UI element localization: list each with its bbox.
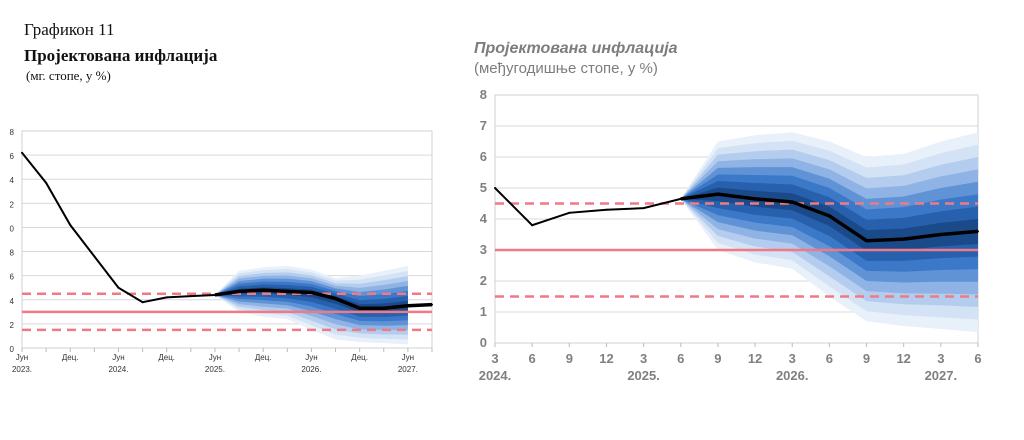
plot-frame: [21, 130, 433, 349]
data-point: [189, 295, 192, 298]
x-tick-year-label: 2024.: [479, 368, 512, 383]
x-tick-label: 3: [937, 351, 944, 366]
data-point: [939, 233, 942, 236]
y-tick-label: 0: [480, 335, 487, 350]
data-point: [286, 290, 289, 293]
x-tick-label: Јун: [402, 353, 414, 362]
x-tick-label: 3: [640, 351, 647, 366]
x-tick-label: Јун: [209, 353, 221, 362]
projection-line: [214, 288, 433, 310]
y-tick-label: 4: [480, 211, 488, 226]
y-tick-label: 0: [10, 224, 15, 233]
y-tick-label: 8: [10, 249, 15, 258]
data-point: [679, 197, 682, 200]
data-point: [45, 181, 48, 184]
x-tick-label: 3: [789, 351, 796, 366]
y-tick-label: 5: [480, 180, 487, 195]
y-tick-label: 2: [480, 273, 487, 288]
data-point: [334, 297, 337, 300]
y-tick-label: 4: [10, 297, 15, 306]
data-point: [21, 151, 23, 154]
data-point: [382, 307, 385, 310]
data-point: [141, 301, 144, 304]
x-tick-label: 6: [529, 351, 536, 366]
data-point: [791, 200, 794, 203]
y-tick-label: 2: [10, 200, 15, 209]
x-tick-year-label: 2027.: [398, 365, 418, 374]
x-tick-label: Дец.: [158, 353, 175, 362]
x-tick-label: 12: [748, 351, 762, 366]
x-tick-label: 12: [599, 351, 613, 366]
x-tick-year-label: 2023.: [12, 365, 32, 374]
data-point: [977, 230, 979, 233]
y-tick-label: 8: [10, 128, 15, 137]
y-tick-label: 3: [480, 242, 487, 257]
x-tick-label: Јун: [112, 353, 124, 362]
data-point: [213, 293, 216, 296]
data-point: [865, 239, 868, 242]
data-point: [117, 286, 120, 289]
x-tick-year-label: 2026.: [776, 368, 809, 383]
data-point: [262, 289, 265, 292]
data-point: [310, 291, 313, 294]
data-point: [406, 304, 409, 307]
x-tick-label: 9: [863, 351, 870, 366]
x-tick-label: Дец.: [62, 353, 79, 362]
x-tick-year-label: 2026.: [301, 365, 321, 374]
data-point: [716, 193, 719, 196]
data-point: [531, 224, 534, 227]
data-point: [494, 187, 496, 189]
data-point: [568, 211, 571, 214]
data-point: [238, 290, 241, 293]
x-tick-label: 6: [826, 351, 833, 366]
x-tick-label: 3: [491, 351, 498, 366]
x-tick-label: Дец.: [255, 353, 272, 362]
x-tick-year-label: 2025.: [205, 365, 225, 374]
data-point: [358, 307, 361, 310]
y-tick-label: 6: [480, 149, 487, 164]
right-chart-subtitle: (међугодишње стопе, у %): [474, 60, 658, 77]
x-tick-label: Јун: [16, 353, 28, 362]
y-tick-label: 1: [480, 304, 487, 319]
data-point: [902, 238, 905, 241]
data-point: [605, 208, 608, 211]
left-chart-subtitle: (мг. стопе, у %): [26, 68, 111, 83]
data-point: [642, 207, 645, 210]
x-tick-label: Дец.: [351, 353, 368, 362]
x-tick-year-label: 2025.: [627, 368, 660, 383]
x-tick-year-label: 2027.: [925, 368, 958, 383]
fan-band: [214, 287, 408, 313]
right-chart-title: Пројектована инфлација: [474, 40, 678, 57]
data-point: [69, 224, 72, 227]
x-tick-label: 9: [714, 351, 721, 366]
x-tick-label: 9: [566, 351, 573, 366]
y-tick-label: 8: [480, 87, 487, 102]
left-chart-title: Пројектована инфлација: [24, 46, 218, 65]
x-tick-label: 12: [896, 351, 910, 366]
x-tick-label: 6: [974, 351, 981, 366]
data-point: [93, 255, 96, 258]
y-tick-label: 6: [10, 152, 15, 161]
data-point: [165, 296, 168, 299]
figure-label: Графикон 11: [24, 20, 115, 39]
y-tick-label: 7: [480, 118, 487, 133]
y-tick-label: 4: [10, 176, 15, 185]
data-point: [828, 214, 831, 217]
data-point: [431, 303, 433, 306]
x-tick-year-label: 2024.: [108, 365, 128, 374]
y-tick-label: 6: [10, 273, 15, 282]
x-tick-label: 6: [677, 351, 684, 366]
y-tick-label: 2: [10, 321, 15, 330]
x-tick-label: Јун: [305, 353, 317, 362]
data-point: [754, 197, 757, 200]
y-tick-label: 0: [10, 345, 15, 354]
